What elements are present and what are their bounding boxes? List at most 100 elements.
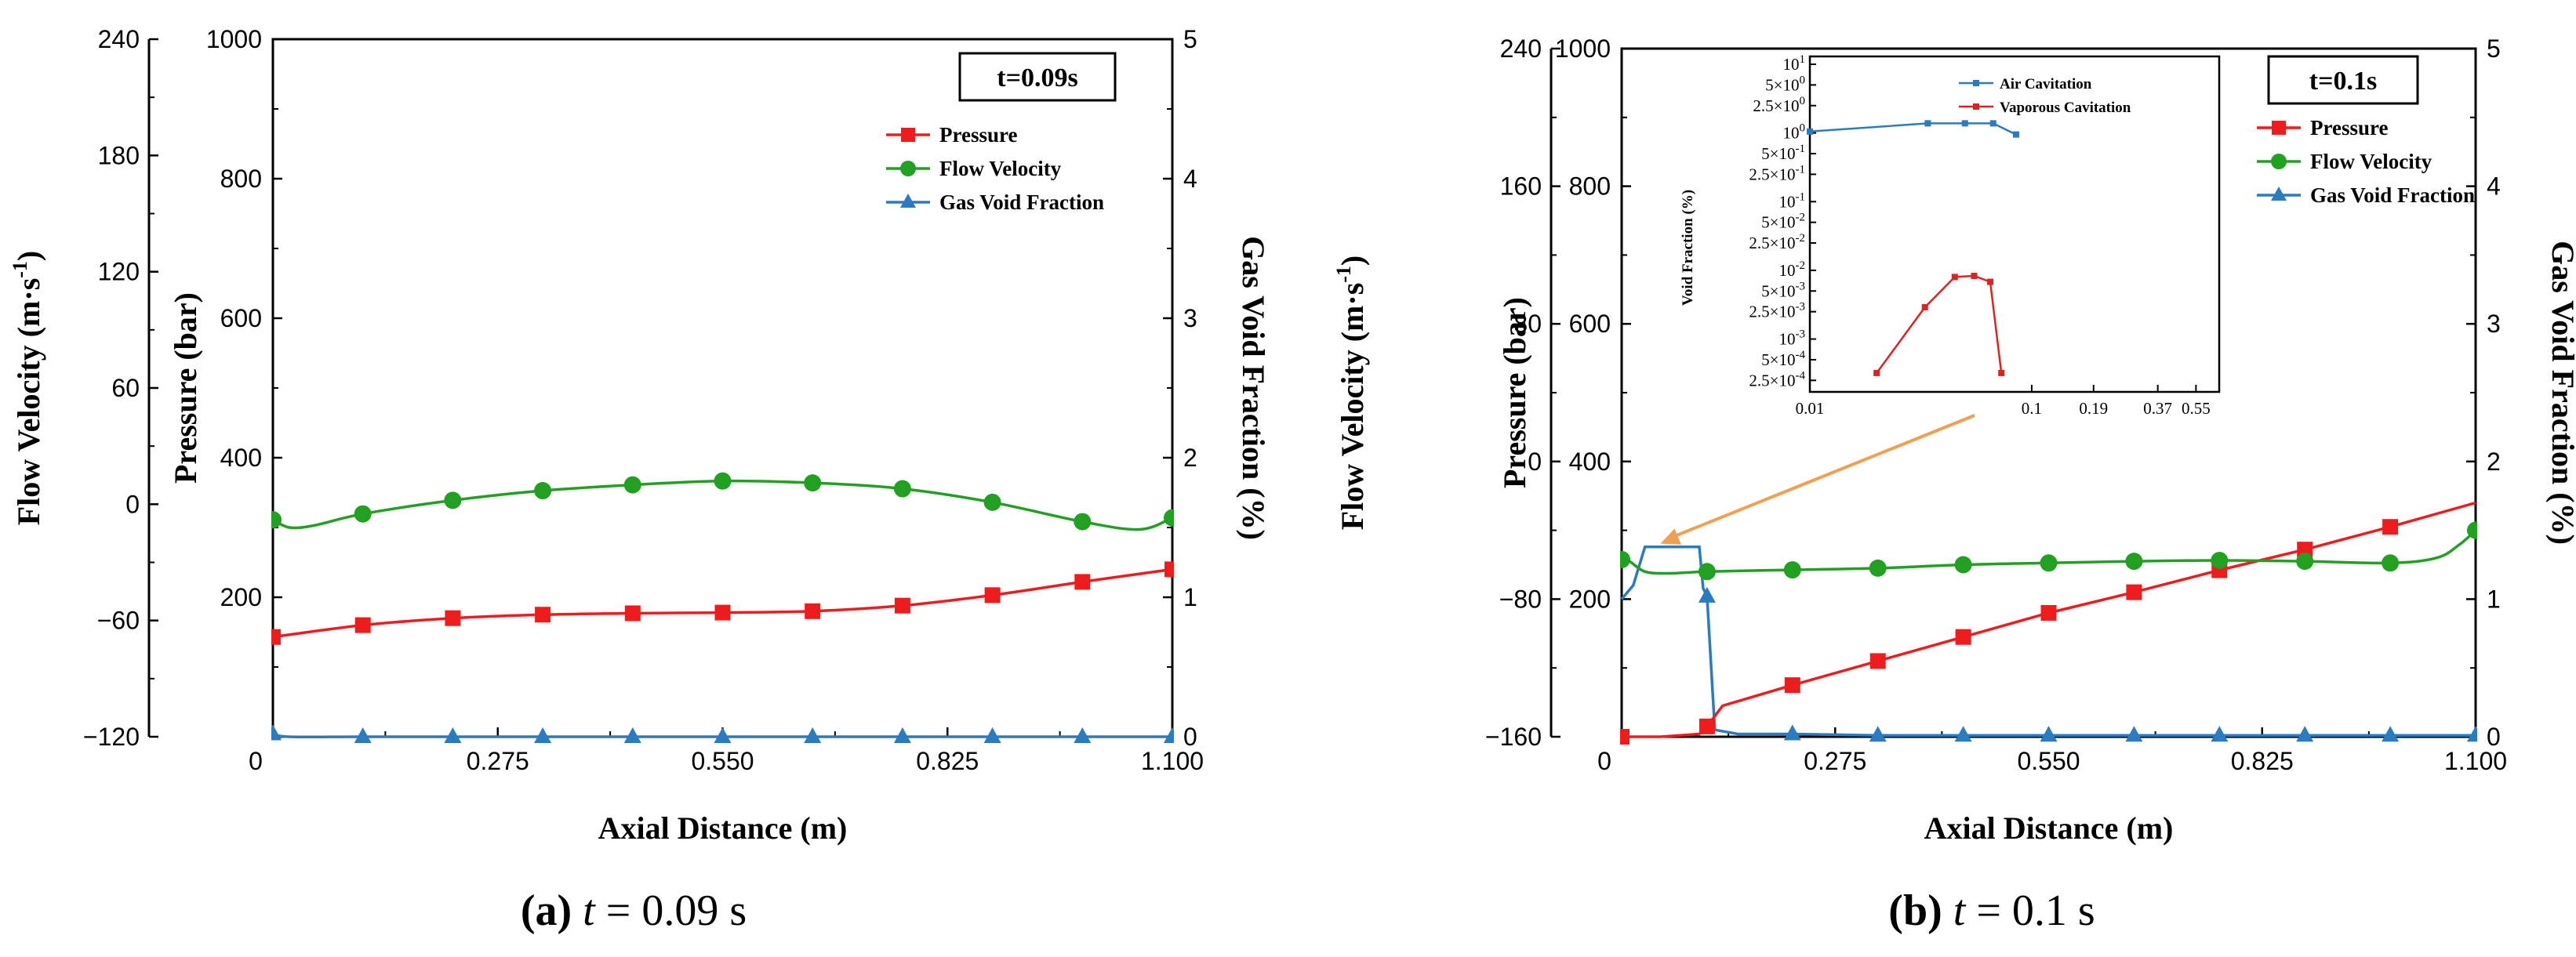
velocity-axis-label: Flow Velocity (m·s-1)	[9, 251, 46, 526]
inset-y-tick-mantissa: 2.5×10	[1753, 96, 1799, 115]
inset-x-tick-label: 0.37	[2143, 399, 2172, 418]
pressure-marker	[805, 604, 820, 619]
legend-marker	[2272, 121, 2286, 135]
gvf-marker	[2040, 726, 2058, 741]
inset-y-tick-mantissa: 5×10	[1765, 75, 1799, 94]
inset-y-tick-exp: -3	[1796, 301, 1806, 314]
gvf-tick-label: 5	[1183, 25, 1197, 53]
velocity-marker	[444, 491, 461, 509]
velocity-tick-label: −80	[1499, 585, 1542, 613]
velocity-axis-label: Flow Velocity (m·s-1)	[1332, 256, 1370, 531]
inset-y-tick-base: 10	[1779, 192, 1796, 211]
gvf-tick-label: 1	[1183, 583, 1197, 611]
legend-label: Flow Velocity	[939, 157, 1062, 180]
velocity-marker	[2467, 522, 2484, 539]
pressure-marker	[1074, 574, 1090, 589]
velocity-marker	[2296, 553, 2313, 570]
panel-caption: (a) t = 0.09 s	[521, 886, 747, 935]
pressure-marker	[1699, 719, 1715, 734]
inset-series-marker	[1924, 120, 1931, 126]
inset-legend-marker	[1973, 103, 1979, 110]
pressure-tick-label: 800	[1569, 172, 1611, 201]
gvf-marker	[2211, 726, 2228, 741]
velocity-tick-label: −160	[1485, 723, 1542, 751]
velocity-label-end: )	[1335, 256, 1370, 266]
velocity-tick-label: −120	[83, 723, 140, 751]
pressure-axis-label: Pressure (bar)	[1497, 297, 1532, 488]
caption-label: (a)	[521, 886, 583, 935]
inset-y-tick-exp: -1	[1796, 190, 1806, 203]
legend-marker	[900, 161, 916, 176]
velocity-label-main: Flow Velocity (m·s	[11, 278, 46, 526]
gvf-tick-label: 0	[1183, 723, 1197, 751]
inset-series-marker	[1873, 370, 1880, 376]
legend-marker	[2271, 154, 2287, 169]
inset-y-tick-label: 2.5×10-2	[1749, 232, 1805, 252]
inset-arrow-head	[1661, 528, 1681, 544]
pressure-marker	[985, 587, 1001, 603]
pressure-marker	[895, 598, 910, 614]
pressure-marker	[715, 605, 731, 621]
pressure-marker	[1614, 729, 1630, 745]
pressure-tick-label: 400	[220, 444, 262, 472]
inset-series-marker	[1987, 279, 1993, 285]
gvf-marker	[984, 727, 1001, 743]
pressure-marker	[445, 611, 460, 626]
inset-legend-label: Air Cavitation	[2000, 76, 2092, 92]
velocity-label-sup: -1	[9, 261, 31, 278]
x-tick-label: 0.275	[1804, 747, 1866, 775]
gvf-tick-label: 4	[1183, 165, 1197, 193]
velocity-marker	[534, 482, 551, 499]
pressure-tick-label: 1000	[1555, 34, 1611, 63]
inset-y-tick-mantissa: 2.5×10	[1749, 234, 1795, 252]
velocity-marker	[354, 506, 372, 523]
legend-label: Gas Void Fraction	[939, 190, 1104, 214]
inset-series-marker	[1952, 274, 1958, 280]
inset-y-tick-exp: -2	[1796, 259, 1806, 272]
velocity-label-end: )	[11, 251, 46, 261]
gvf-tick-label: 3	[2487, 310, 2501, 338]
inset-legend-marker	[1973, 80, 1979, 86]
inset-series-marker	[2013, 132, 2019, 138]
inset-y-tick-mantissa: 2.5×10	[1749, 371, 1795, 390]
inset-y-tick-exp: -2	[1796, 212, 1806, 224]
velocity-marker	[1164, 509, 1181, 527]
inset-y-tick-label: 2.5×100	[1753, 95, 1805, 115]
gvf-tick-label: 3	[1183, 304, 1197, 332]
gvf-marker	[354, 727, 372, 743]
inset-y-tick-label: 5×10-1	[1761, 143, 1805, 163]
inset-y-tick-label: 5×10-4	[1761, 349, 1805, 369]
inset-y-tick-exp: -4	[1796, 349, 1806, 361]
inset-y-tick-label: 101	[1783, 53, 1806, 74]
velocity-marker	[1074, 513, 1091, 531]
x-tick-label: 0	[1597, 747, 1611, 775]
panel-caption: (b) t = 0.1 s	[1888, 886, 2095, 935]
pressure-marker	[355, 618, 371, 633]
pressure-marker	[265, 629, 281, 645]
x-tick-label: 0.550	[2017, 747, 2080, 775]
gvf-marker	[624, 727, 641, 743]
inset-series-marker	[1922, 304, 1928, 310]
pressure-marker	[1785, 677, 1800, 693]
inset-x-tick-label: 0.1	[2022, 399, 2042, 418]
gvf-axis-label: Gas Void Fraction (%)	[1236, 236, 1271, 540]
gvf-marker	[1164, 727, 1181, 743]
inset-legend-label: Vaporous Cavitation	[2000, 100, 2131, 116]
x-tick-label: 1.100	[1141, 747, 1204, 775]
inset-y-tick-exp: -4	[1796, 369, 1806, 382]
x-tick-label: 0.275	[467, 747, 529, 775]
x-tick-label: 0.825	[2231, 747, 2294, 775]
gvf-marker	[2467, 726, 2484, 741]
legend-label: Pressure	[939, 123, 1017, 147]
inset-y-tick-exp: 0	[1800, 95, 1806, 107]
pressure-marker	[1956, 629, 1971, 645]
x-tick-label: 0.550	[691, 747, 754, 775]
plot-frame	[273, 39, 1172, 737]
caption-label: (b)	[1888, 886, 1953, 935]
gvf-marker	[2296, 726, 2313, 741]
gvf-marker	[894, 727, 911, 743]
inset-y-tick-mantissa: 2.5×10	[1749, 165, 1795, 183]
panel-a: 0 0.275 0.550 0.825 1.1002004006008001000−12…	[9, 25, 1271, 935]
inset-y-tick-label: 10-3	[1779, 328, 1806, 349]
velocity-marker	[1613, 551, 1630, 568]
